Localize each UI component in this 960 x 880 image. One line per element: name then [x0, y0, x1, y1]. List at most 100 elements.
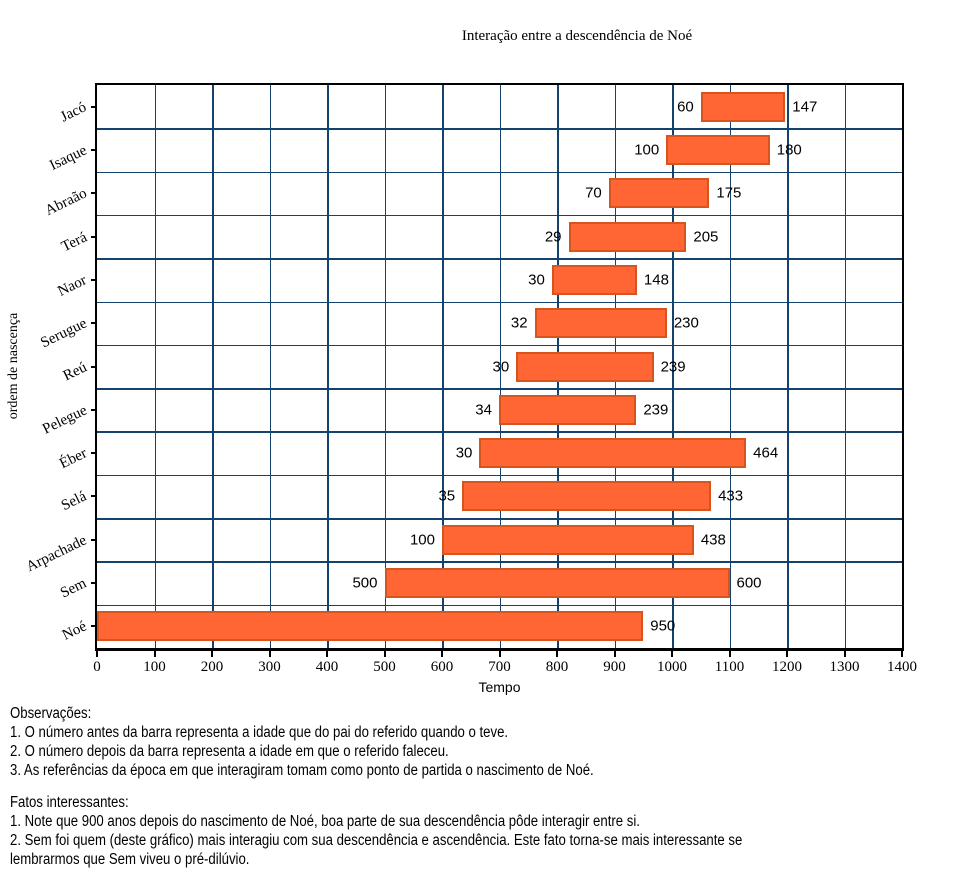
observations-list: 1. O número antes da barra representa a …	[10, 723, 760, 780]
bar-end-value: 180	[776, 141, 802, 159]
y-tick-mark	[91, 148, 97, 151]
plot-area: 60 147 100 180 70 175 29 205 30 148 32 230 30 239 34 23…	[97, 85, 902, 648]
x-axis-tick-labels: 0 100 200 300 400 500 600 700 800 900 1000 1100 1200…	[93, 659, 917, 677]
bar-start-value: 32	[510, 314, 528, 332]
bar-end-value: 600	[736, 574, 762, 592]
bar-start-value: 100	[409, 531, 435, 549]
grid-line-vertical	[499, 85, 501, 648]
x-tick-mark	[383, 651, 386, 657]
observation-item: 1. O número antes da barra representa a …	[10, 724, 509, 741]
x-tick-mark	[441, 651, 443, 657]
x-tick-mark	[901, 651, 903, 657]
grid-line-horizontal	[97, 518, 902, 520]
grid-line-vertical	[442, 85, 444, 648]
y-tick-mark	[91, 625, 97, 628]
y-tick-mark	[91, 365, 97, 368]
range-bar	[534, 308, 667, 339]
category-label: Arpachade	[23, 532, 90, 575]
y-tick-mark	[91, 452, 97, 455]
facts-heading: Fatos interessantes:	[10, 794, 129, 811]
range-bar	[608, 178, 710, 209]
grid-line-horizontal	[97, 431, 902, 433]
y-tick-mark	[91, 235, 97, 238]
x-tick-mark	[728, 651, 731, 657]
x-tick-label: 100	[143, 659, 166, 675]
x-tick-mark	[268, 651, 271, 657]
x-tick-label: 200	[200, 659, 224, 675]
x-tick-label: 1400	[887, 659, 917, 675]
grid-line-vertical	[672, 85, 674, 648]
category-label: Reú	[60, 358, 90, 384]
range-bar	[479, 438, 747, 469]
category-label: Naor	[55, 272, 90, 300]
x-tick-mark	[326, 651, 328, 657]
y-axis-category-labels: Jacó Isaque Abraão Terá Naor Serugue Reú Pelegu…	[0, 85, 92, 648]
category-label: Sem	[58, 575, 90, 602]
x-tick-label: 500	[373, 659, 396, 675]
category-label: Isaque	[47, 142, 90, 174]
y-tick-mark	[91, 322, 97, 325]
y-tick-mark	[91, 495, 97, 498]
facts-list: 1. Note que 900 anos depois do nasciment…	[10, 812, 760, 869]
range-bar	[666, 134, 770, 165]
x-tick-label: 300	[258, 659, 281, 675]
grid-line-horizontal	[97, 388, 902, 390]
range-bar	[568, 221, 687, 252]
chart-title: Interação entre a descendência de Noé	[461, 28, 693, 44]
x-tick-label: 1100	[714, 659, 745, 675]
observation-item: 3. As referências da época em que intera…	[10, 762, 594, 779]
grid-line-horizontal	[97, 301, 902, 304]
grid-line-vertical	[327, 85, 329, 648]
x-tick-label: 900	[603, 659, 626, 675]
grid-line-horizontal	[97, 214, 902, 217]
bar-end-value: 950	[650, 617, 676, 635]
y-tick-mark	[91, 105, 97, 108]
category-label: Éber	[56, 445, 90, 473]
category-label: Pelegue	[39, 402, 90, 438]
y-tick-mark	[91, 408, 97, 411]
x-tick-mark	[843, 651, 846, 657]
category-label: Terá	[58, 228, 90, 255]
grid-line-vertical	[729, 85, 731, 648]
bar-end-value: 175	[716, 184, 742, 202]
bar-start-value: 30	[455, 444, 473, 462]
observation-item: 2. O número depois da barra representa a…	[10, 743, 449, 760]
bar-start-value: 100	[634, 141, 660, 159]
range-bar	[498, 394, 637, 425]
bar-end-value: 464	[753, 444, 779, 462]
x-tick-mark	[498, 651, 501, 657]
category-label: Selá	[59, 488, 90, 515]
fact-item: 1. Note que 900 anos depois do nasciment…	[10, 813, 640, 830]
y-tick-mark	[91, 192, 97, 195]
x-tick-mark	[211, 651, 213, 657]
x-tick-mark	[96, 651, 98, 657]
range-bar	[442, 524, 694, 555]
bar-start-value: 60	[677, 98, 694, 116]
x-tick-mark	[786, 651, 788, 657]
range-bar	[462, 481, 712, 512]
range-bar	[516, 351, 654, 382]
notes-section: Observações: 1. O número antes da barra …	[10, 704, 760, 869]
bar-end-value: 230	[673, 314, 699, 332]
y-tick-mark	[91, 582, 97, 585]
x-tick-label: 1000	[657, 659, 687, 675]
x-tick-label: 600	[430, 659, 454, 675]
grid-line-horizontal	[97, 171, 902, 174]
x-tick-label: 0	[93, 659, 101, 675]
y-tick-mark	[91, 278, 97, 281]
bar-end-value: 433	[718, 487, 744, 505]
bar-start-value: 70	[585, 184, 602, 202]
grid-line-vertical	[384, 85, 386, 648]
category-label: Abraão	[42, 185, 90, 220]
bar-start-value: 30	[528, 271, 545, 289]
bar-start-value: 35	[438, 487, 456, 505]
x-axis-tick-marks	[96, 651, 903, 658]
bar-end-value: 147	[792, 98, 818, 116]
x-tick-label: 700	[488, 659, 511, 675]
grid-line-vertical	[212, 85, 214, 648]
grid-line-horizontal	[97, 604, 902, 607]
x-tick-mark	[671, 651, 673, 657]
x-tick-label: 800	[545, 659, 569, 675]
bar-end-value: 205	[693, 228, 719, 246]
